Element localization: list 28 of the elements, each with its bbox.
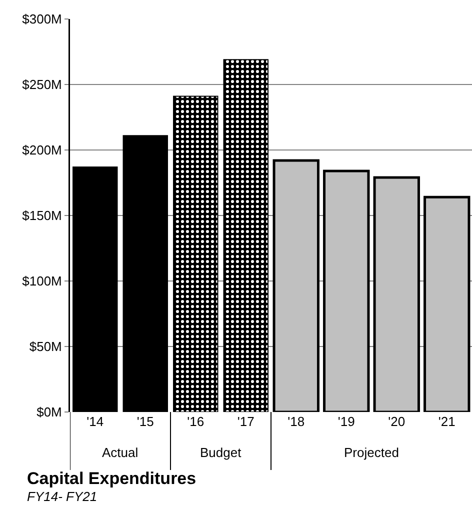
bar bbox=[373, 176, 420, 412]
x-tick-label: '14 bbox=[86, 414, 104, 429]
bar bbox=[223, 59, 268, 412]
x-tick-label: '16 bbox=[187, 414, 204, 429]
y-tick-label: $250M bbox=[22, 77, 62, 92]
text: FY14- FY21 bbox=[27, 489, 98, 504]
x-tick-label: '15 bbox=[136, 414, 154, 429]
x-tick-label: '19 bbox=[338, 414, 355, 429]
bar bbox=[323, 170, 370, 412]
text: Budget bbox=[200, 445, 242, 460]
text: Projected bbox=[344, 445, 399, 460]
y-tick-label: $150M bbox=[22, 208, 62, 224]
bar bbox=[72, 166, 118, 412]
text: Capital Expenditures bbox=[27, 469, 196, 488]
x-tick-label: '17 bbox=[237, 414, 254, 429]
y-tick-label: $100M bbox=[22, 274, 62, 289]
y-tick-label: $0M bbox=[36, 404, 62, 420]
x-tick-label: '21 bbox=[438, 414, 456, 429]
bar bbox=[272, 159, 320, 412]
x-tick-label: '18 bbox=[288, 414, 305, 429]
bar bbox=[424, 196, 470, 412]
bar bbox=[173, 96, 218, 412]
y-tick-label: $50M bbox=[29, 339, 62, 354]
y-tick-label: $200M bbox=[22, 142, 62, 158]
y-tick-label: $300M bbox=[22, 12, 62, 27]
bar bbox=[122, 135, 168, 412]
text: Actual bbox=[102, 445, 138, 460]
x-tick-label: '20 bbox=[388, 414, 406, 429]
